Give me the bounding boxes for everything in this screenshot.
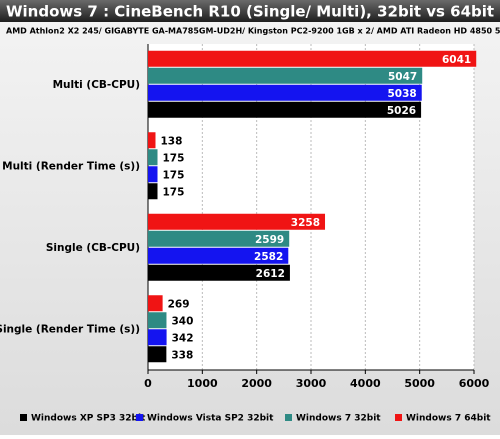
bar xyxy=(148,166,158,183)
bar xyxy=(148,312,167,329)
value-label: 138 xyxy=(160,135,182,147)
value-label: 175 xyxy=(163,186,185,198)
value-label: 5038 xyxy=(387,88,416,100)
y-tick-label: Multi (CB-CPU) xyxy=(53,79,140,91)
bar xyxy=(148,101,422,118)
x-tick-label: 0 xyxy=(144,377,152,390)
value-label: 5047 xyxy=(388,71,417,83)
legend-label: Windows 7 64bit xyxy=(406,414,491,424)
value-label: 2612 xyxy=(256,268,285,280)
bar xyxy=(148,67,423,84)
legend-label: Windows Vista SP2 32bit xyxy=(147,414,274,424)
value-label: 338 xyxy=(171,349,193,361)
value-label: 2582 xyxy=(254,251,283,263)
x-tick-label: 5000 xyxy=(404,377,435,390)
header xyxy=(0,0,500,22)
value-label: 2599 xyxy=(255,234,284,246)
x-tick-label: 2000 xyxy=(241,377,272,390)
value-label: 3258 xyxy=(291,217,320,229)
x-tick-label: 1000 xyxy=(187,377,218,390)
legend-marker xyxy=(285,414,292,421)
value-label: 6041 xyxy=(442,54,471,66)
value-label: 175 xyxy=(163,152,185,164)
value-label: 340 xyxy=(171,315,193,327)
chart-title: Windows 7 : CineBench R10 (Single/ Multi… xyxy=(6,3,494,21)
value-label: 5026 xyxy=(387,105,416,117)
bar xyxy=(148,183,158,200)
x-tick-label: 3000 xyxy=(296,377,327,390)
bar xyxy=(148,247,289,264)
legend-marker xyxy=(20,414,27,421)
bar xyxy=(148,329,167,346)
bar xyxy=(148,149,158,166)
x-tick-label: 4000 xyxy=(350,377,381,390)
bar xyxy=(148,295,163,312)
value-label: 175 xyxy=(163,169,185,181)
bar xyxy=(148,230,290,247)
bar xyxy=(148,84,422,101)
bar xyxy=(148,264,290,281)
bar xyxy=(148,213,326,230)
legend-label: Windows 7 32bit xyxy=(296,414,381,424)
value-label: 269 xyxy=(168,298,190,310)
y-tick-label: Single (CB-CPU) xyxy=(46,242,140,254)
legend-label: Windows XP SP3 32bit xyxy=(31,414,146,424)
value-label: 342 xyxy=(172,332,194,344)
chart-subtitle: AMD Athlon2 X2 245/ GIGABYTE GA-MA785GM-… xyxy=(6,27,500,36)
y-tick-label: Multi (Render Time (s)) xyxy=(2,160,140,172)
x-tick-label: 6000 xyxy=(459,377,490,390)
bar xyxy=(148,346,167,363)
y-tick-label: Single (Render Time (s)) xyxy=(0,323,140,335)
legend-marker xyxy=(395,414,402,421)
bar xyxy=(148,132,156,149)
bar xyxy=(148,50,477,67)
legend-marker xyxy=(136,414,143,421)
